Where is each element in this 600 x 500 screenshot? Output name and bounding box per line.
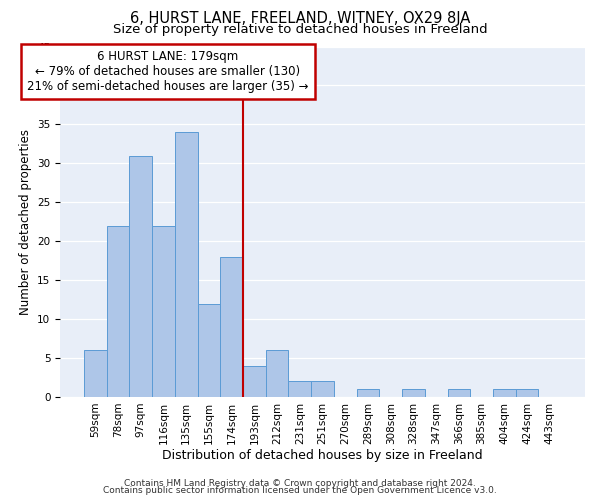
Bar xyxy=(152,226,175,397)
Bar xyxy=(448,389,470,397)
Bar xyxy=(289,382,311,397)
Bar xyxy=(107,226,130,397)
Bar xyxy=(266,350,289,397)
Bar xyxy=(356,389,379,397)
Bar xyxy=(493,389,515,397)
Bar xyxy=(311,382,334,397)
Text: 6 HURST LANE: 179sqm
← 79% of detached houses are smaller (130)
21% of semi-deta: 6 HURST LANE: 179sqm ← 79% of detached h… xyxy=(28,50,309,94)
Bar xyxy=(175,132,197,397)
Bar xyxy=(220,257,243,397)
Text: 6, HURST LANE, FREELAND, WITNEY, OX29 8JA: 6, HURST LANE, FREELAND, WITNEY, OX29 8J… xyxy=(130,11,470,26)
Bar xyxy=(130,156,152,397)
Bar xyxy=(402,389,425,397)
Bar xyxy=(197,304,220,397)
Text: Contains public sector information licensed under the Open Government Licence v3: Contains public sector information licen… xyxy=(103,486,497,495)
Text: Size of property relative to detached houses in Freeland: Size of property relative to detached ho… xyxy=(113,22,487,36)
X-axis label: Distribution of detached houses by size in Freeland: Distribution of detached houses by size … xyxy=(162,450,483,462)
Text: Contains HM Land Registry data © Crown copyright and database right 2024.: Contains HM Land Registry data © Crown c… xyxy=(124,478,476,488)
Bar xyxy=(84,350,107,397)
Bar xyxy=(515,389,538,397)
Bar xyxy=(243,366,266,397)
Y-axis label: Number of detached properties: Number of detached properties xyxy=(19,128,32,314)
